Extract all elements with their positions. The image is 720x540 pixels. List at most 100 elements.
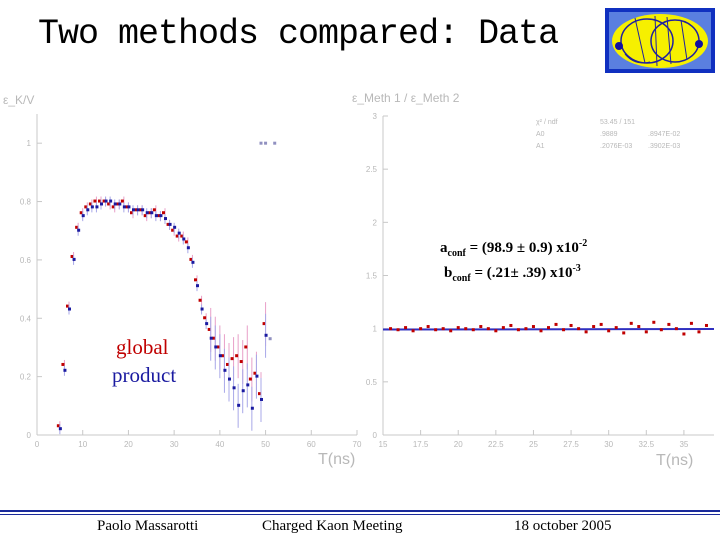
- stats-a0-value: .9889: [600, 131, 618, 138]
- point-product: [264, 333, 268, 337]
- point-global: [166, 222, 170, 226]
- stats-a0-error: .8947E-02: [648, 131, 680, 138]
- point-global: [189, 257, 193, 261]
- point-global: [111, 205, 115, 209]
- point-ratio: [389, 327, 393, 331]
- point-ratio: [479, 325, 483, 329]
- point-global: [171, 228, 175, 232]
- point-product: [95, 205, 99, 209]
- point-ratio: [697, 330, 701, 334]
- point-global: [56, 424, 60, 428]
- point-global: [157, 214, 161, 218]
- point-ratio: [584, 330, 588, 334]
- point-product: [218, 354, 222, 358]
- point-ratio: [547, 326, 550, 330]
- point-ratio: [434, 328, 438, 332]
- right-xtick-label: 17.5: [413, 440, 429, 449]
- point-ratio: [569, 323, 573, 327]
- fit-stats-box: χ² / ndf 53.45 / 151 A0 .9889 .8947E-02 …: [536, 119, 680, 150]
- right-xtick-label: 22.5: [488, 440, 504, 449]
- point-product: [100, 202, 103, 206]
- point-ratio: [592, 325, 596, 329]
- left-ytick-label: 0.6: [20, 256, 32, 265]
- point-product: [186, 246, 190, 250]
- point-ratio: [644, 330, 648, 334]
- right-xtick-label: 32.5: [639, 440, 655, 449]
- left-xtick-label: 30: [170, 440, 179, 449]
- stats-chi2-label: χ² / ndf: [536, 119, 558, 126]
- point-ratio: [419, 327, 423, 331]
- left-ytick-label: 0.4: [20, 314, 32, 323]
- left-ylabel: ε_K/V: [3, 93, 34, 107]
- point-product: [81, 214, 85, 218]
- left-xtick-label: 50: [261, 440, 270, 449]
- point-product: [177, 231, 181, 235]
- right-xtick-label: 20: [454, 440, 463, 449]
- point-product: [200, 307, 204, 311]
- right-xlabel: T(ns): [656, 452, 693, 469]
- point-global: [230, 357, 234, 361]
- outlier-point: [273, 141, 277, 145]
- right-chart: 15 17.5 20 22.5 25 27.5 30 32.5 3500.511.522.53 …: [352, 80, 720, 480]
- right-ytick-label: 0: [373, 431, 378, 440]
- point-ratio: [501, 326, 505, 330]
- left-xtick-label: 0: [35, 440, 40, 449]
- point-ratio: [577, 327, 581, 331]
- left-ytick-label: 1: [27, 139, 32, 148]
- point-product: [150, 211, 154, 215]
- point-global: [130, 211, 133, 215]
- point-product: [260, 397, 263, 401]
- point-global: [244, 345, 248, 349]
- slide-title: Two methods compared: Data: [38, 14, 559, 54]
- point-global: [216, 345, 220, 349]
- point-ratio: [426, 325, 430, 329]
- footer-author: Paolo Massarotti: [97, 518, 199, 534]
- left-xlabel: T(ns): [318, 451, 355, 468]
- right-ytick-label: 0.5: [366, 378, 378, 387]
- point-ratio: [509, 323, 513, 327]
- point-ratio: [659, 328, 663, 332]
- point-ratio: [689, 321, 693, 325]
- point-product: [132, 208, 135, 212]
- footer-rule-thin: [0, 514, 720, 515]
- point-product: [182, 237, 186, 241]
- point-ratio: [554, 322, 558, 326]
- fit-param-b: bconf = (.21± .39) x10-3: [444, 263, 581, 284]
- point-global: [194, 278, 197, 282]
- point-ratio: [629, 321, 633, 325]
- left-ytick-label: 0.8: [20, 198, 32, 207]
- point-product: [90, 205, 94, 209]
- point-ratio: [449, 329, 453, 333]
- point-product: [237, 403, 241, 407]
- right-data-marks: [382, 320, 715, 336]
- point-product: [255, 374, 259, 378]
- footer-event: Charged Kaon Meeting: [262, 518, 403, 534]
- point-global: [221, 354, 225, 358]
- legend-global: global: [116, 335, 169, 359]
- point-global: [235, 354, 239, 358]
- point-global: [75, 225, 79, 229]
- point-product: [159, 214, 163, 218]
- point-ratio: [464, 327, 468, 331]
- right-ytick-label: 1.5: [366, 272, 378, 281]
- point-product: [58, 427, 62, 431]
- point-global: [70, 254, 74, 258]
- point-ratio: [607, 329, 611, 333]
- point-global: [152, 208, 156, 212]
- point-global: [125, 205, 129, 209]
- point-product: [246, 383, 250, 387]
- point-ratio: [486, 327, 490, 331]
- point-global: [120, 199, 124, 203]
- point-product: [77, 228, 81, 232]
- point-product: [127, 205, 131, 209]
- point-product: [72, 257, 76, 261]
- point-ratio: [704, 323, 708, 327]
- point-ratio: [667, 322, 671, 326]
- point-ratio: [404, 326, 408, 330]
- point-product: [173, 225, 177, 229]
- point-ratio: [531, 325, 535, 329]
- point-global: [84, 205, 88, 209]
- point-ratio: [599, 322, 603, 326]
- right-xtick-label: 35: [679, 440, 688, 449]
